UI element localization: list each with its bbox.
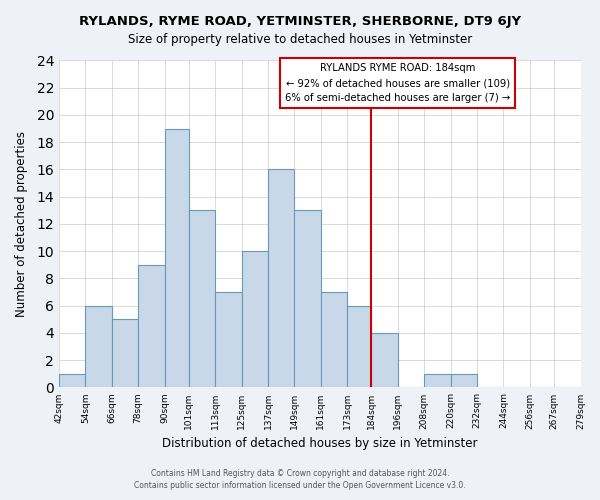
Bar [451, 374, 477, 388]
Bar [268, 170, 295, 388]
Text: RYLANDS, RYME ROAD, YETMINSTER, SHERBORNE, DT9 6JY: RYLANDS, RYME ROAD, YETMINSTER, SHERBORN… [79, 15, 521, 28]
Text: Contains HM Land Registry data © Crown copyright and database right 2024.
Contai: Contains HM Land Registry data © Crown c… [134, 469, 466, 490]
Bar [164, 128, 189, 388]
Bar [112, 320, 138, 388]
Bar [85, 306, 112, 388]
Y-axis label: Number of detached properties: Number of detached properties [15, 131, 28, 317]
Bar [215, 292, 242, 388]
Bar [347, 306, 371, 388]
Bar [295, 210, 321, 388]
Bar [242, 251, 268, 388]
Text: Size of property relative to detached houses in Yetminster: Size of property relative to detached ho… [128, 32, 472, 46]
Bar [371, 333, 398, 388]
Text: RYLANDS RYME ROAD: 184sqm
← 92% of detached houses are smaller (109)
6% of semi-: RYLANDS RYME ROAD: 184sqm ← 92% of detac… [285, 63, 511, 103]
Bar [189, 210, 215, 388]
X-axis label: Distribution of detached houses by size in Yetminster: Distribution of detached houses by size … [162, 437, 478, 450]
Bar [424, 374, 451, 388]
Bar [138, 265, 164, 388]
Bar [59, 374, 85, 388]
Bar [321, 292, 347, 388]
